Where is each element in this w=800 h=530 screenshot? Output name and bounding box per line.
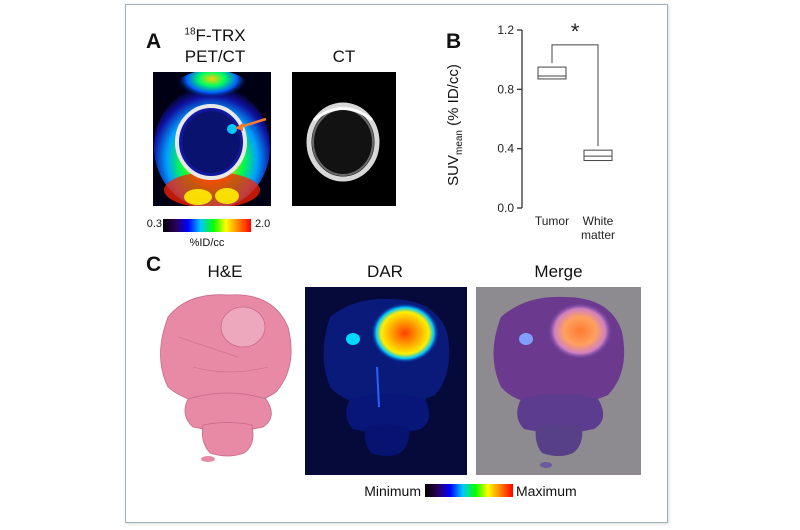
x-tick-label: Tumor (535, 214, 569, 228)
y-tick-label: 0.0 (497, 201, 514, 215)
ct-image (292, 72, 396, 206)
dar-image (305, 287, 467, 475)
merge-image (476, 287, 641, 475)
dar-scale-max: Maximum (516, 483, 577, 499)
panel-c-letter: C (146, 253, 162, 276)
y-tick-label: 0.4 (497, 142, 514, 156)
dar-colorbar (425, 484, 513, 497)
pet-scale-unit: %ID/cc (189, 237, 225, 249)
ct-label: CT (332, 47, 356, 66)
y-axis-label: SUVmean (% ID/cc) (445, 45, 465, 205)
box-2 (583, 149, 613, 162)
significance-asterisk: * (571, 22, 580, 44)
panel-a-letter: A (146, 30, 162, 53)
petct-label: PET/CT (184, 47, 246, 66)
y-axis-label-subscript: mean (454, 130, 465, 156)
x-tick-label: White (583, 214, 614, 228)
panel-a-tracer-label: 18F-TRX (160, 26, 270, 46)
y-axis-label-main: SUV (445, 155, 462, 186)
petct-image (153, 72, 271, 206)
y-axis-label-unit: (% ID/cc) (445, 64, 462, 130)
merge-label: Merge (534, 262, 583, 281)
tracer-isotope-superscript: 18 (184, 26, 196, 38)
pet-scale-min: 0.3 (146, 218, 162, 230)
significance-bracket (551, 44, 599, 147)
dar-scale-min: Minimum (364, 483, 421, 499)
dar-label: DAR (367, 262, 403, 281)
y-tick-label: 1.2 (497, 23, 514, 37)
he-label: H&E (207, 262, 243, 281)
tracer-name: F-TRX (195, 26, 246, 45)
x-tick-label-line2: matter (581, 228, 615, 242)
he-image (148, 287, 300, 475)
y-tick-label: 0.8 (497, 82, 514, 96)
pet-colorbar (163, 219, 251, 232)
panel-b-letter: B (446, 30, 462, 53)
pet-scale-max: 2.0 (255, 218, 271, 230)
box-1 (537, 66, 567, 80)
